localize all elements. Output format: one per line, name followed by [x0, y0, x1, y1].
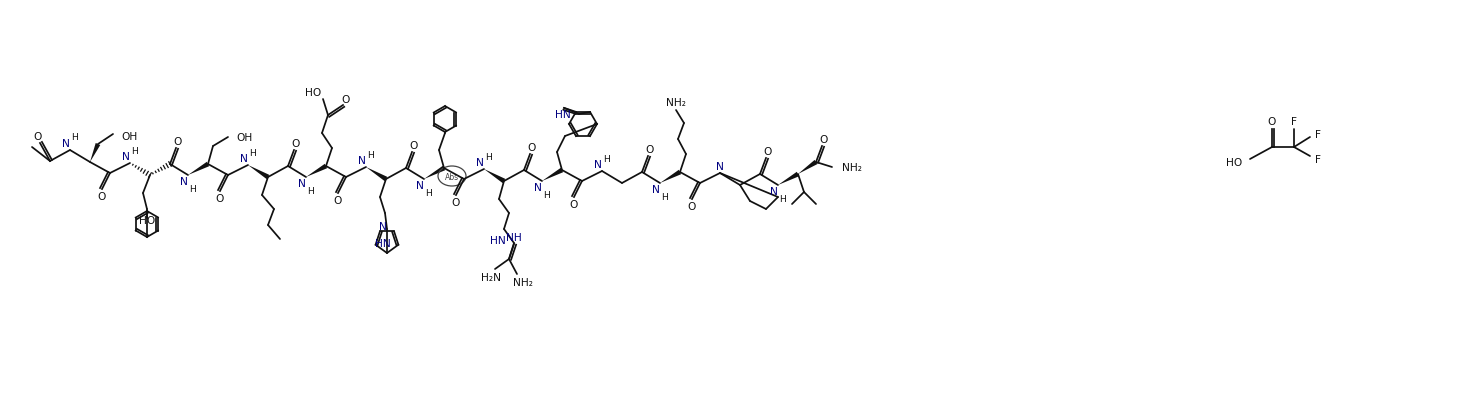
Text: H₂N: H₂N [480, 272, 501, 282]
Polygon shape [307, 164, 327, 177]
Text: H: H [368, 150, 374, 159]
Polygon shape [485, 170, 505, 184]
Text: N: N [594, 160, 602, 170]
Text: HO: HO [139, 215, 155, 226]
Text: H: H [250, 148, 257, 157]
Text: O: O [764, 147, 772, 157]
Text: N: N [416, 181, 423, 190]
Text: HO: HO [1226, 158, 1242, 168]
Text: O: O [292, 139, 301, 149]
Text: O: O [342, 95, 350, 105]
Text: H: H [72, 133, 79, 142]
Text: N: N [534, 183, 542, 192]
Text: O: O [688, 202, 696, 211]
Text: O: O [34, 132, 42, 142]
Text: N: N [63, 139, 70, 149]
Polygon shape [423, 166, 445, 179]
Text: H: H [308, 186, 314, 195]
Text: O: O [645, 145, 654, 155]
Text: O: O [410, 141, 418, 151]
Text: H: H [543, 190, 550, 199]
Text: N: N [358, 156, 366, 166]
Text: NH: NH [507, 232, 521, 243]
Text: N: N [769, 187, 778, 196]
Polygon shape [542, 168, 564, 181]
Text: OH: OH [237, 133, 253, 143]
Text: N: N [380, 222, 387, 232]
Text: O: O [821, 135, 828, 145]
Text: O: O [569, 200, 578, 209]
Polygon shape [366, 168, 387, 182]
Text: Abs: Abs [445, 172, 458, 181]
Text: H: H [425, 188, 432, 197]
Polygon shape [799, 160, 818, 175]
Text: H: H [661, 192, 669, 201]
Text: H: H [190, 184, 197, 193]
Text: F: F [1315, 130, 1321, 140]
Text: O: O [174, 136, 182, 147]
Text: H: H [603, 154, 610, 163]
Text: HO: HO [305, 88, 321, 98]
Polygon shape [188, 162, 209, 175]
Text: N: N [123, 151, 130, 162]
Text: HN: HN [491, 235, 507, 245]
Text: N: N [239, 153, 248, 164]
Text: HN: HN [375, 238, 390, 248]
Text: H: H [780, 194, 787, 203]
Text: H: H [131, 146, 139, 155]
Text: NH₂: NH₂ [512, 277, 533, 287]
Text: HN: HN [555, 110, 571, 119]
Text: N: N [476, 158, 483, 168]
Text: O: O [451, 198, 460, 207]
Text: F: F [1291, 117, 1296, 127]
Text: F: F [1315, 155, 1321, 164]
Text: NH₂: NH₂ [666, 98, 686, 108]
Text: N: N [653, 185, 660, 194]
Text: N: N [180, 177, 188, 187]
Text: N: N [298, 179, 307, 189]
Polygon shape [778, 173, 799, 185]
Text: O: O [98, 192, 107, 202]
Polygon shape [660, 171, 682, 183]
Text: O: O [334, 196, 342, 205]
Text: H: H [486, 152, 492, 161]
Text: NH₂: NH₂ [842, 162, 861, 173]
Text: O: O [529, 143, 536, 153]
Polygon shape [248, 166, 269, 180]
Polygon shape [91, 144, 101, 162]
Text: O: O [216, 194, 225, 203]
Text: OH: OH [121, 132, 137, 142]
Text: N: N [715, 162, 724, 172]
Text: O: O [1267, 117, 1276, 127]
